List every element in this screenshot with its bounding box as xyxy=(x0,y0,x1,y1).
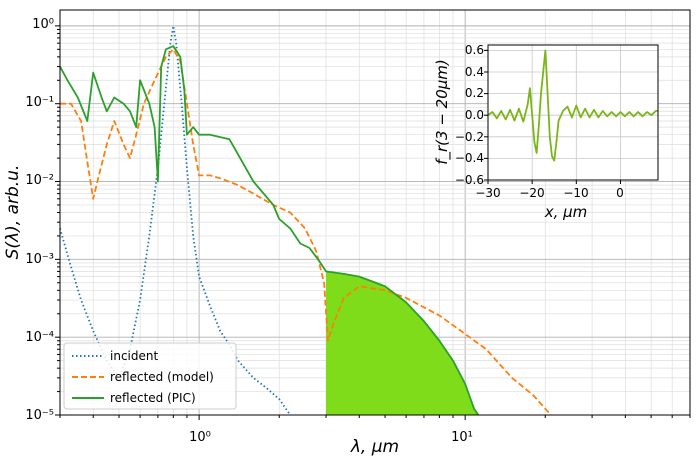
inset-axes-frame xyxy=(487,44,659,181)
shaded-region xyxy=(326,271,479,415)
inset-y-tick-label-6: 0.4 xyxy=(465,65,484,79)
legend-box xyxy=(63,342,237,410)
inset-x-tick-label-3: −10 xyxy=(563,186,588,200)
y-tick-label-1e-2: 10⁻² xyxy=(25,173,54,188)
series-reflected-pic xyxy=(59,45,480,416)
y-tick-label-1e0: 10⁰ xyxy=(32,17,54,32)
inset-y-tick-label-4: 0.0 xyxy=(465,108,484,122)
legend: incident reflected (model) reflected (PI… xyxy=(63,342,237,410)
x-tick-label-2: 10¹ xyxy=(451,430,473,445)
main-ticks xyxy=(55,25,691,420)
inset-x-axis-label: x, μm xyxy=(544,203,588,221)
y-tick-label-1e-5: 10⁻⁵ xyxy=(25,408,54,423)
inset-y-tick-label-2: −0.4 xyxy=(455,151,484,165)
inset-y-tick-label-5: 0.2 xyxy=(465,86,484,100)
inset-x-tick-label-2: −20 xyxy=(519,186,544,200)
legend-label-pic: reflected (PIC) xyxy=(110,391,196,405)
main-grid xyxy=(59,10,691,416)
inset-y-tick-label-7: 0.6 xyxy=(465,43,484,57)
y-tick-label-1e-4: 10⁻⁴ xyxy=(25,330,54,345)
inset-y-axis-label: f_r(3 − 20μm) xyxy=(433,59,452,165)
legend-label-model: reflected (model) xyxy=(110,370,214,384)
inset-series-fr xyxy=(487,49,658,162)
x-tick-label-1: 10⁰ xyxy=(189,430,211,445)
y-axis-label: S(λ), arb.u. xyxy=(3,165,23,260)
x-axis-label: λ, μm xyxy=(350,437,399,457)
inset-y-tick-label-3: −0.2 xyxy=(455,130,484,144)
inset-y-tick-label-1: −0.6 xyxy=(455,173,484,187)
inset-x-tick-label-4: 0 xyxy=(616,186,624,200)
inset-ticks xyxy=(484,49,621,184)
inset-plot-area xyxy=(487,49,658,162)
inset-x-tick-label-1: −30 xyxy=(475,186,500,200)
legend-label-incident: incident xyxy=(110,349,158,363)
y-tick-label-1e-1: 10⁻¹ xyxy=(25,95,54,110)
y-tick-label-1e-3: 10⁻³ xyxy=(25,252,54,267)
